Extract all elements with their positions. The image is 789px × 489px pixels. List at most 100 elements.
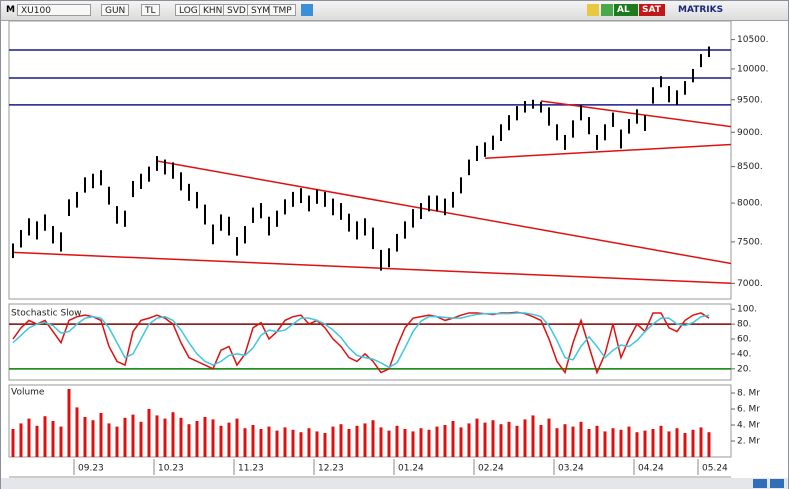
volume-bar (523, 419, 527, 457)
y-tick-label: 7000. (737, 279, 763, 289)
volume-bar (635, 432, 639, 457)
y-tick-label: 7500. (737, 237, 763, 247)
volume-bar (299, 432, 303, 457)
plot-area (9, 311, 731, 375)
volume-bar (387, 430, 391, 457)
volume-bar (435, 426, 439, 457)
volume-bar (459, 427, 463, 457)
volume-bar (547, 418, 551, 457)
volume-bar (627, 426, 631, 457)
volume-bar (235, 418, 239, 457)
volume-bar (139, 421, 143, 457)
volume-bar (371, 420, 375, 457)
volume-bar (19, 423, 23, 457)
volume-bar (27, 418, 31, 457)
icon[interactable] (587, 4, 599, 16)
menu[interactable]: M (6, 5, 15, 15)
volume-bar (179, 417, 183, 457)
y-tick-label: 9000. (737, 128, 763, 138)
y-tick-label: 8. Mr (737, 389, 760, 399)
volume-bar (619, 429, 623, 457)
volume-bar (211, 419, 215, 457)
volume-bar (243, 428, 247, 457)
volume-bar (659, 425, 663, 457)
volume-bar (707, 432, 711, 457)
volume-bar (331, 426, 335, 457)
y-tick-label: 6. Mr (737, 405, 760, 415)
button[interactable]: SVD (223, 4, 250, 16)
trendline (12, 251, 731, 285)
volume-bar (419, 428, 423, 457)
volume-bar (491, 420, 495, 457)
volume-bar (91, 420, 95, 457)
y-tick-label: 4. Mr (737, 421, 760, 431)
x-tick-label: 02.24 (478, 464, 504, 474)
stochastic-line (12, 311, 710, 375)
symbol-box[interactable]: XU100 (17, 4, 91, 16)
x-tick-label: 12.23 (318, 464, 344, 474)
icon[interactable] (753, 479, 767, 488)
volume-bar (115, 426, 119, 457)
volume-bar (499, 424, 503, 457)
volume-bar (355, 425, 359, 457)
volume-bar (403, 429, 407, 457)
volume-bar (51, 421, 55, 457)
volume-bar (507, 421, 511, 457)
volume-bar (323, 433, 327, 457)
volume-bar (283, 427, 287, 457)
volume-bar (411, 431, 415, 457)
volume-bar (83, 417, 87, 457)
volume-bar (259, 429, 263, 457)
volume-bar (171, 412, 175, 457)
price-panel (8, 21, 732, 300)
volume-bar (275, 430, 279, 457)
volume-bar (307, 428, 311, 457)
volume-bar (131, 414, 135, 457)
volume-bar (451, 421, 455, 457)
y-tick-label: 60. (737, 335, 751, 345)
volume-bar (203, 417, 207, 457)
volume-bar (59, 426, 63, 457)
sell-button[interactable]: SAT (639, 4, 665, 16)
buy-button[interactable]: AL (614, 4, 638, 16)
volume-bar (107, 423, 111, 457)
y-tick-label: 10000. (737, 64, 769, 74)
volume-bar (75, 407, 79, 457)
button[interactable]: GUN (101, 4, 130, 16)
panel-title: Stochastic Slow (11, 309, 82, 319)
volume-bar (475, 418, 479, 457)
volume-bar (611, 428, 615, 457)
volume-bar (155, 415, 159, 457)
y-tick-label: 9500. (737, 95, 763, 105)
button[interactable]: LOG (175, 4, 202, 16)
volume-bar (163, 418, 167, 457)
volume-bar (699, 427, 703, 457)
volume-bar (683, 433, 687, 457)
volume-bar (675, 428, 679, 457)
chart: Stochastic Slow Volume 7000. 7500. 8000. 85… (1, 21, 788, 489)
button[interactable]: TL (141, 4, 160, 16)
trendline (484, 143, 731, 159)
volume-bar (691, 429, 695, 457)
volume-bar (571, 426, 575, 457)
icon[interactable] (770, 479, 784, 488)
volume-bar (219, 425, 223, 457)
icon[interactable] (301, 4, 313, 16)
volume-bar (11, 429, 15, 457)
y-tick-label: 20. (737, 364, 751, 374)
plot-area (9, 46, 731, 285)
volume-bar (395, 425, 399, 457)
volume-bar (643, 430, 647, 457)
volume-bar (251, 425, 255, 457)
volume-bar (531, 415, 535, 457)
volume-bar (667, 431, 671, 457)
x-tick-label: 04.24 (638, 464, 664, 474)
icon[interactable] (601, 4, 613, 16)
volume-bar (515, 425, 519, 457)
button[interactable]: TMP (269, 4, 296, 16)
y-tick-label: 8000. (737, 199, 763, 209)
panel-title: Volume (11, 388, 45, 398)
volume-bar (443, 425, 447, 457)
volume-bar (147, 409, 151, 457)
